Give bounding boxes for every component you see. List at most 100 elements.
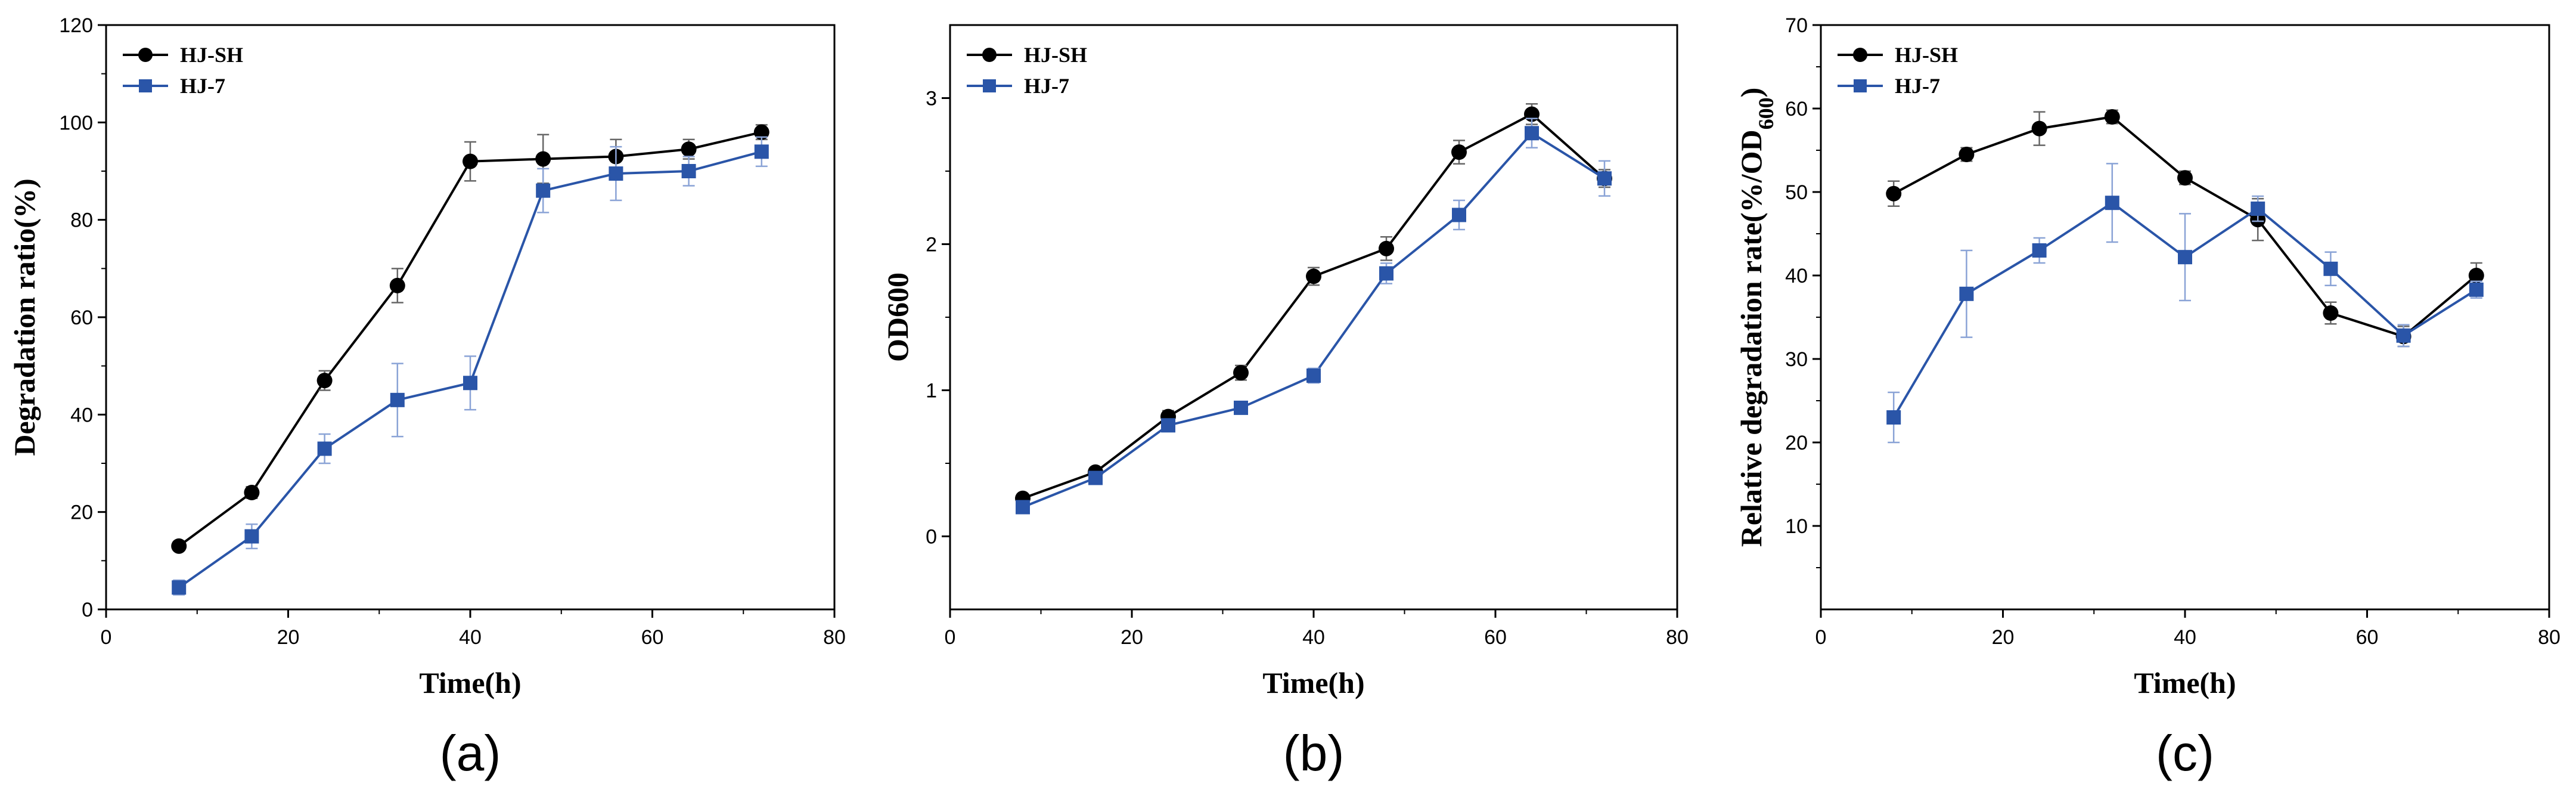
data-point [1597, 171, 1612, 186]
y-tick-label: 60 [1785, 98, 1808, 120]
y-ticks: 0 20 40 60 80 100 120 [59, 14, 106, 621]
legend-marker [982, 48, 997, 62]
y-tick-label: 80 [70, 209, 93, 232]
x-axis-title: Time(h) [2134, 666, 2236, 699]
data-point [244, 529, 259, 544]
data-point [2396, 328, 2411, 343]
y-tick-label: 30 [1785, 348, 1808, 371]
x-tick-label: 20 [277, 626, 300, 649]
data-point [1959, 286, 1974, 301]
legend: HJ-SH HJ-7 [123, 43, 243, 98]
data-point [2323, 261, 2338, 276]
x-tick-label: 60 [641, 626, 664, 649]
panel-label: (b) [1283, 725, 1345, 781]
series-line [178, 131, 762, 547]
x-tick-label: 0 [945, 626, 956, 649]
data-point [316, 373, 333, 389]
legend-marker [1854, 79, 1867, 92]
plot-frame [105, 24, 836, 611]
x-tick-label: 80 [823, 626, 846, 649]
data-point [536, 183, 551, 198]
data-point [1451, 144, 1467, 160]
data-point [535, 151, 551, 167]
x-tick-label: 40 [1302, 626, 1325, 649]
x-tick-label: 20 [1992, 626, 2015, 649]
data-point [2031, 120, 2047, 137]
plot-frame [1820, 24, 2550, 611]
data-point [463, 153, 478, 169]
data-point [1886, 410, 1901, 425]
data-point [1886, 185, 1902, 202]
y-axis-title-main: Relative degradation rate(%/OD [1734, 129, 1768, 547]
y-axis-title: Degradation ratio(%) [8, 178, 41, 456]
data-point [1379, 240, 1394, 256]
legend-marker [139, 79, 152, 92]
legend-label: HJ-SH [1024, 43, 1087, 67]
y-tick-label: 40 [1785, 265, 1808, 287]
x-tick-label: 0 [101, 626, 112, 649]
y-tick-label: 1 [926, 380, 937, 402]
data-point [463, 376, 477, 391]
data-point [2323, 305, 2339, 321]
data-point [172, 580, 187, 595]
data-point [1306, 369, 1321, 383]
y-ticks: 0 1 2 3 [926, 88, 950, 549]
data-point [2178, 250, 2192, 265]
x-tick-label: 0 [1815, 626, 1827, 649]
data-point [390, 392, 405, 407]
y-tick-label: 0 [82, 599, 93, 621]
panel-c: Time(h) Relative degradation rate(%/OD60… [1734, 14, 2561, 781]
y-tick-label: 70 [1785, 14, 1808, 37]
data-point [171, 538, 187, 554]
series-layer [171, 124, 769, 596]
data-point [1233, 365, 1249, 381]
y-tick-label: 120 [59, 14, 93, 37]
legend-label: HJ-7 [1024, 74, 1069, 98]
legend: HJ-SH HJ-7 [967, 43, 1087, 98]
y-tick-label: 10 [1785, 515, 1808, 538]
legend-label: HJ-SH [180, 43, 243, 67]
x-ticks: 0 20 40 60 80 [1815, 609, 2561, 649]
x-tick-label: 60 [2356, 626, 2379, 649]
x-tick-label: 60 [1484, 626, 1507, 649]
y-tick-label: 50 [1785, 181, 1808, 204]
x-tick-label: 40 [459, 626, 482, 649]
data-point [1306, 268, 1321, 284]
x-tick-label: 80 [1666, 626, 1689, 649]
data-point [389, 277, 405, 293]
legend-label: HJ-7 [1895, 74, 1940, 98]
series-line [1022, 131, 1606, 509]
data-point [2104, 109, 2120, 125]
data-point [1016, 500, 1030, 515]
data-point [1161, 418, 1175, 433]
data-point [2105, 196, 2119, 210]
data-point [1959, 147, 1975, 162]
panel-label: (a) [440, 725, 501, 781]
y-tick-label: 40 [70, 404, 93, 426]
y-tick-label: 3 [926, 88, 937, 110]
y-axis-title: Relative degradation rate(%/OD600) [1734, 88, 1778, 547]
y-tick-label: 20 [1785, 432, 1808, 454]
data-point [317, 441, 332, 456]
series-layer [1015, 103, 1612, 515]
series-layer [1886, 109, 2484, 444]
y-axis-title-tail: ) [1734, 88, 1768, 98]
x-axis-title: Time(h) [419, 666, 521, 699]
data-point [2177, 170, 2193, 186]
y-tick-label: 20 [70, 501, 93, 524]
x-ticks: 0 20 40 60 80 [945, 609, 1689, 649]
legend-marker [1853, 48, 1867, 62]
x-tick-label: 80 [2538, 626, 2561, 649]
legend-label: HJ-SH [1895, 43, 1958, 67]
data-point [2469, 282, 2484, 297]
legend-marker [983, 79, 996, 92]
y-tick-label: 0 [926, 526, 937, 549]
x-ticks: 0 20 40 60 80 [101, 609, 846, 649]
data-point [2468, 268, 2484, 283]
y-axis-title: OD600 [881, 273, 914, 362]
plot-frame [949, 24, 1678, 611]
data-point [681, 141, 697, 157]
y-tick-label: 2 [926, 234, 937, 256]
data-point [1452, 208, 1466, 222]
